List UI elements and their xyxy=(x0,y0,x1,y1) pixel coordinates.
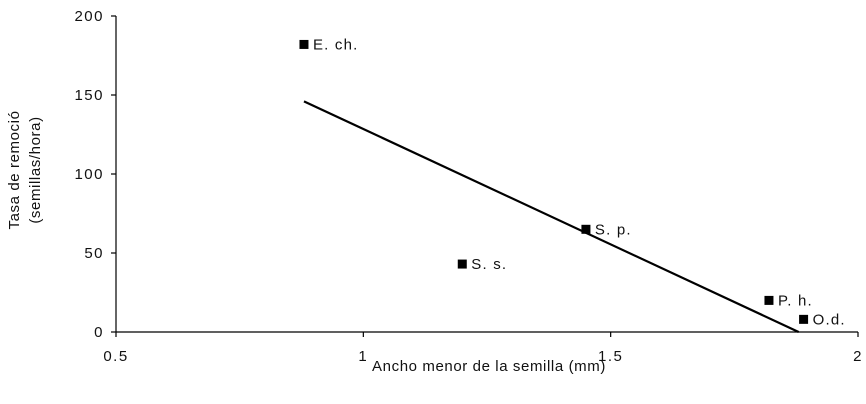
x-tick-label: 1.5 xyxy=(598,348,623,365)
x-tick-label: 2 xyxy=(853,348,863,365)
y-tick-label: 0 xyxy=(94,324,104,341)
axes xyxy=(115,16,858,333)
y-axis-title-line-2: (semillas/hora) xyxy=(27,116,44,223)
data-point-marker xyxy=(581,224,591,234)
y-tick-label: 200 xyxy=(74,8,104,25)
data-point-label: O.d. xyxy=(813,311,846,328)
data-points: E. ch. S. p. S. s. P. h.O.d. xyxy=(299,36,845,328)
y-tick-label: 150 xyxy=(74,87,104,104)
x-axis-title: Ancho menor de la semilla (mm) xyxy=(372,358,606,375)
data-point-label: P. h. xyxy=(778,292,813,309)
data-point-marker xyxy=(799,314,809,324)
y-tick-label: 100 xyxy=(74,166,104,183)
data-point-marker xyxy=(764,295,774,305)
y-ticks: 0 50 100 150 200 xyxy=(74,8,116,341)
trendline-group xyxy=(303,100,800,333)
x-tick-label: 0.5 xyxy=(103,348,128,365)
data-point-label: E. ch. xyxy=(313,36,359,53)
trendline xyxy=(303,100,800,333)
y-axis-title-line-1: Tasa de remoció xyxy=(6,110,23,229)
x-ticks: 0.5 1 1.5 2 xyxy=(103,332,863,365)
data-point-marker xyxy=(299,39,309,49)
x-tick-label: 1 xyxy=(358,348,368,365)
y-tick-label: 50 xyxy=(84,245,104,262)
data-point-marker xyxy=(457,259,467,269)
data-point-label: S. s. xyxy=(471,256,507,273)
data-point-label: S. p. xyxy=(595,221,632,238)
